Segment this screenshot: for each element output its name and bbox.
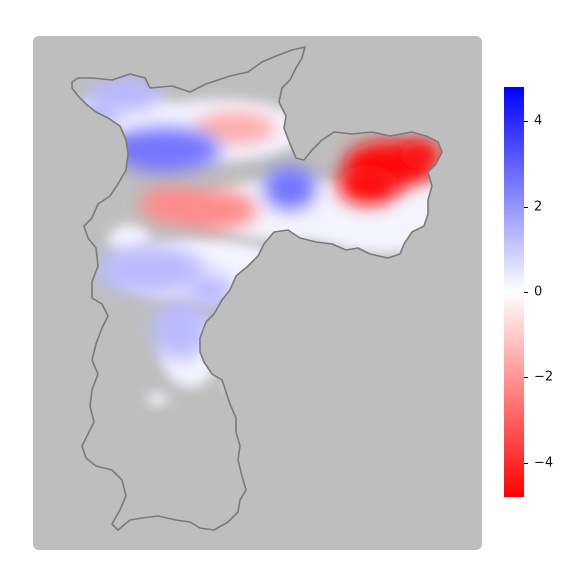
colorbar-tick-label: 0 [534, 284, 543, 300]
colorbar-tick-label: −2 [534, 369, 554, 385]
interpolated-points [75, 79, 442, 406]
heatmap-map [71, 46, 443, 531]
city-boundary [71, 46, 443, 531]
colorbar-tick-mark [524, 292, 528, 293]
region-north [195, 112, 275, 144]
coverage-zone [146, 392, 169, 406]
colorbar-tick-mark [524, 206, 528, 208]
region-central [110, 128, 220, 172]
region-northwest [80, 101, 120, 129]
region-south-central [186, 274, 234, 306]
region-east [400, 141, 440, 169]
colorbar-tick-label: 4 [534, 113, 543, 129]
colorbar [504, 87, 524, 497]
colorbar-tick-mark [524, 377, 528, 379]
colorbar-tick-mark [524, 121, 528, 123]
region-east [338, 165, 398, 205]
region-west-central [140, 187, 200, 223]
region-south-central [95, 246, 205, 294]
map-panel [33, 36, 482, 550]
colorbar-tick-label: −4 [534, 455, 554, 471]
colorbar-tick-label: 2 [534, 199, 543, 215]
region-central [264, 166, 316, 210]
region-south-central [152, 300, 208, 360]
colorbar-tick-mark [524, 462, 528, 464]
